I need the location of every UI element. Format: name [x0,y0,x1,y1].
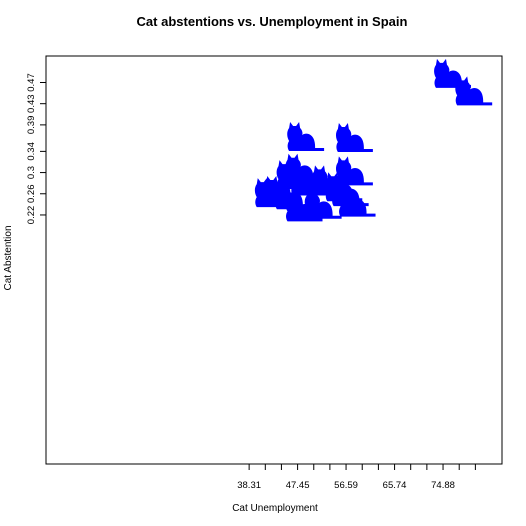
cat-data-point [335,123,373,153]
chart-title: Cat abstentions vs. Unemployment in Spai… [137,14,408,29]
x-tick-label: 74.88 [431,480,455,491]
plot-frame [45,55,503,465]
y-tick-label: 0.43 [26,94,37,113]
x-tick-label: 56.59 [334,480,358,491]
cat-data-point [304,189,342,219]
x-tick-label: 47.45 [286,480,310,491]
data-points [254,58,493,222]
cat-data-point [338,187,376,217]
x-axis-label: Cat Unemployment [232,503,318,514]
y-tick-label: 0.39 [26,116,37,135]
y-axis-label: Cat Abstention [3,225,14,290]
y-tick-label: 0.22 [26,206,37,225]
y-axis: 0.22 0.26 0.3 0.34 0.39 0.43 0.47 [26,73,46,224]
x-tick-label: 38.31 [237,480,261,491]
y-tick-label: 0.47 [26,73,37,92]
x-axis: 38.31 47.45 56.59 65.74 74.88 [237,464,476,491]
x-tick-label: 65.74 [383,480,407,491]
cat-data-point [455,76,493,106]
y-tick-label: 0.34 [26,142,37,161]
y-tick-label: 0.3 [26,166,37,179]
y-tick-label: 0.26 [26,185,37,204]
cat-data-point [254,178,292,208]
cat-data-point [287,121,325,151]
cat-data-point [290,166,328,196]
cat-data-point [335,156,373,186]
cat-data-point [275,180,312,210]
